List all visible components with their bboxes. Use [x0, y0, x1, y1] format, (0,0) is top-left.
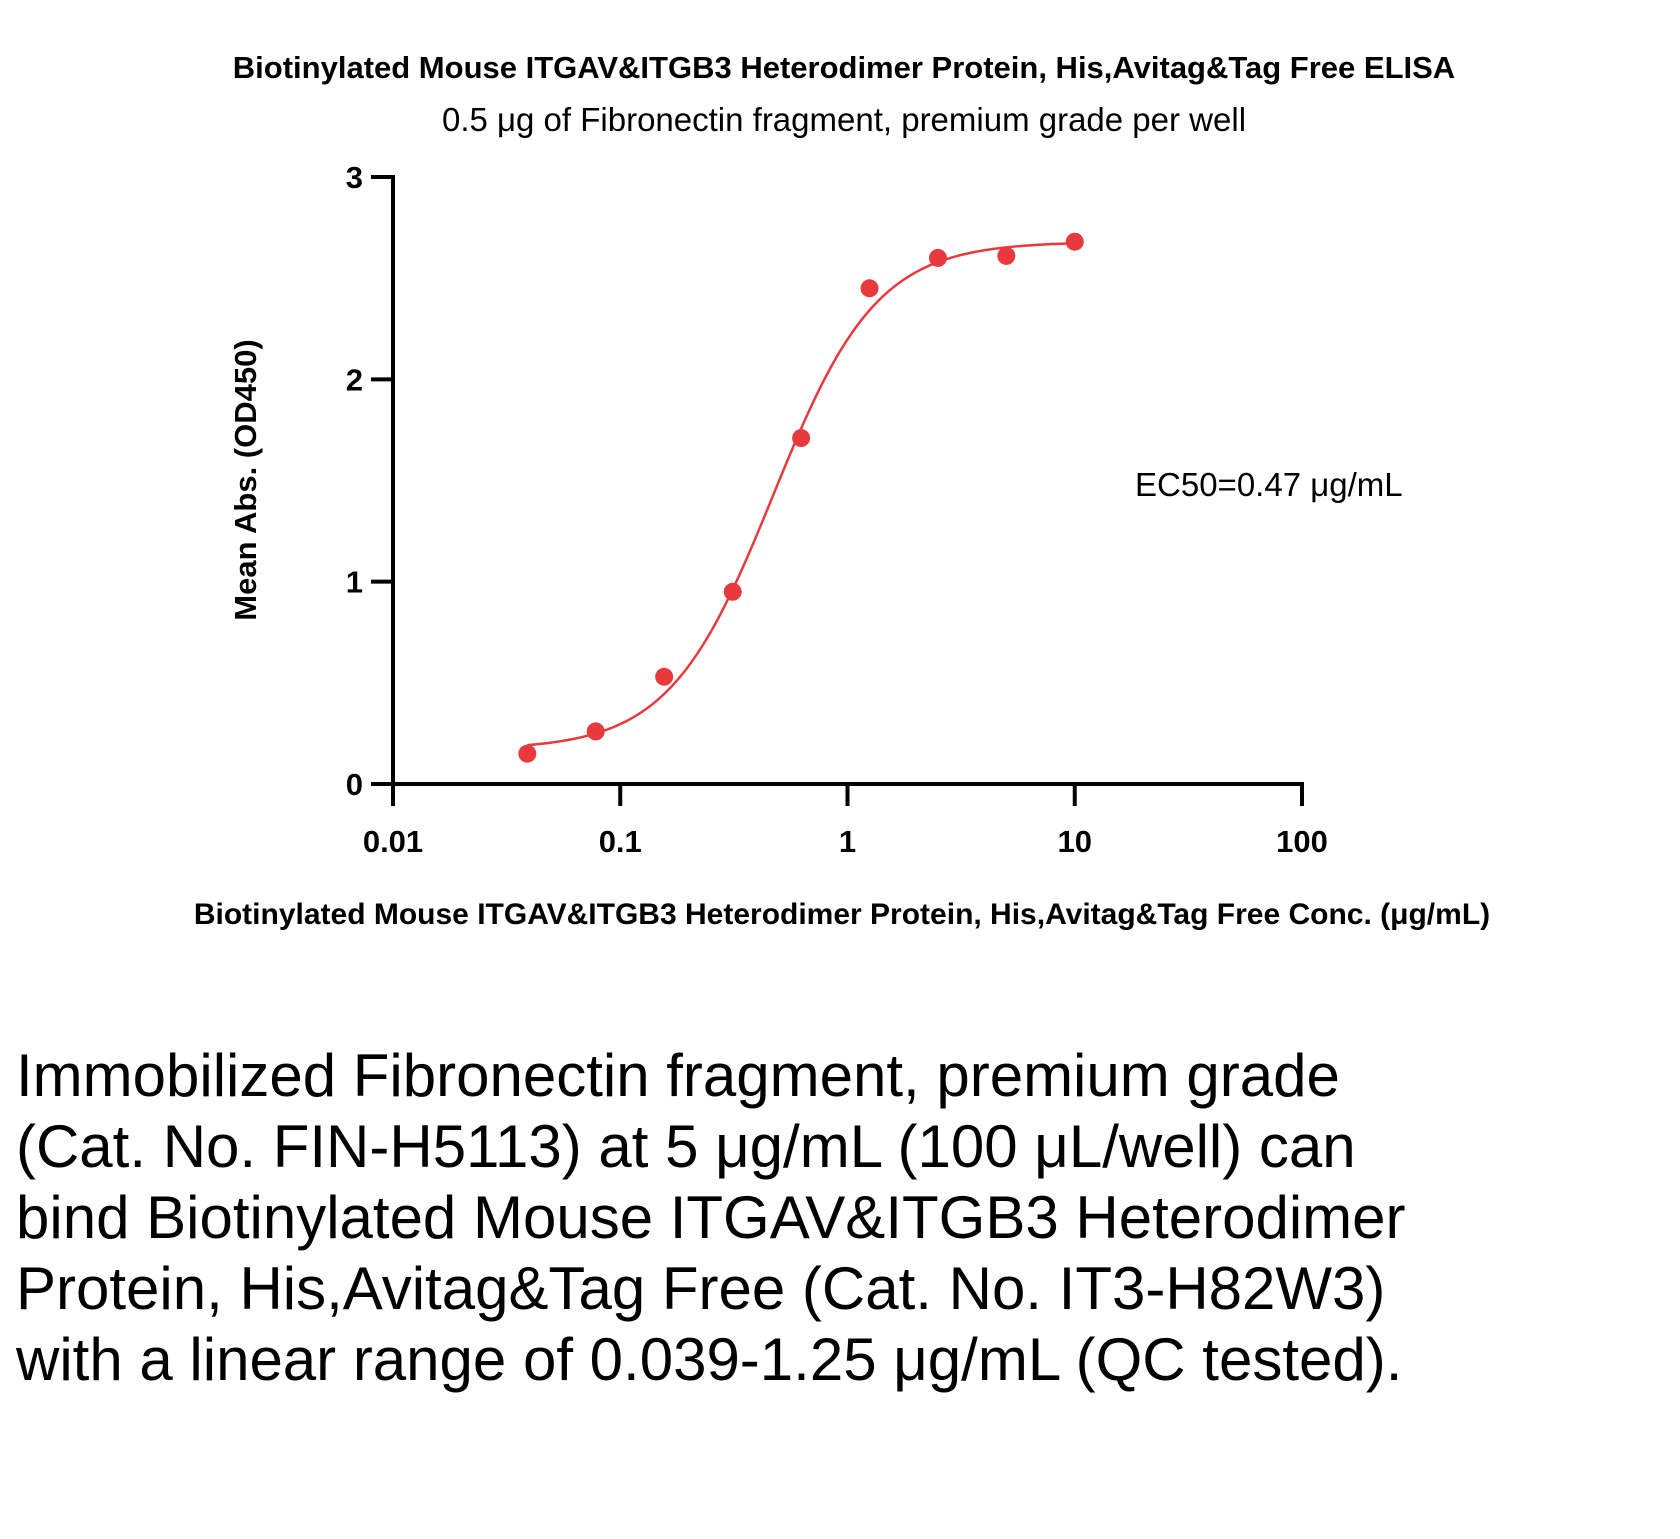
x-axis-label: Biotinylated Mouse ITGAV&ITGB3 Heterodim… — [194, 898, 1490, 931]
x-tick-label: 10 — [1058, 824, 1092, 859]
x-tick-label: 0.01 — [363, 824, 423, 859]
data-point — [792, 429, 811, 448]
data-point — [1065, 232, 1084, 251]
data-point — [997, 246, 1016, 265]
data-point — [518, 744, 537, 763]
fit-curve — [527, 242, 1075, 747]
ec50-annotation: EC50=0.47 μg/mL — [1135, 466, 1403, 503]
x-tick-label: 1 — [839, 824, 856, 859]
data-point — [928, 248, 947, 267]
elisa-chart: Biotinylated Mouse ITGAV&ITGB3 Heterodim… — [194, 50, 1490, 931]
y-axis-label: Mean Abs. (OD450) — [228, 339, 263, 620]
figure-caption: Immobilized Fibronectin fragment, premiu… — [16, 1042, 1406, 1393]
chart-subtitle: 0.5 μg of Fibronectin fragment, premium … — [442, 101, 1246, 138]
data-point — [723, 582, 742, 601]
y-tick-label: 3 — [346, 160, 363, 195]
y-tick-label: 1 — [346, 565, 363, 600]
data-point — [586, 722, 605, 741]
chart-title: Biotinylated Mouse ITGAV&ITGB3 Heterodim… — [233, 50, 1455, 85]
x-tick-label: 100 — [1276, 824, 1328, 859]
data-point — [655, 667, 674, 686]
x-tick-label: 0.1 — [599, 824, 642, 859]
fit-curve-layer — [527, 242, 1075, 747]
y-tick-label: 0 — [346, 767, 363, 802]
data-point — [860, 279, 879, 298]
axes: 0 1 2 3 0.01 0.1 1 10 100 — [346, 160, 1328, 859]
data-points — [518, 232, 1084, 763]
y-tick-label: 2 — [346, 362, 363, 397]
